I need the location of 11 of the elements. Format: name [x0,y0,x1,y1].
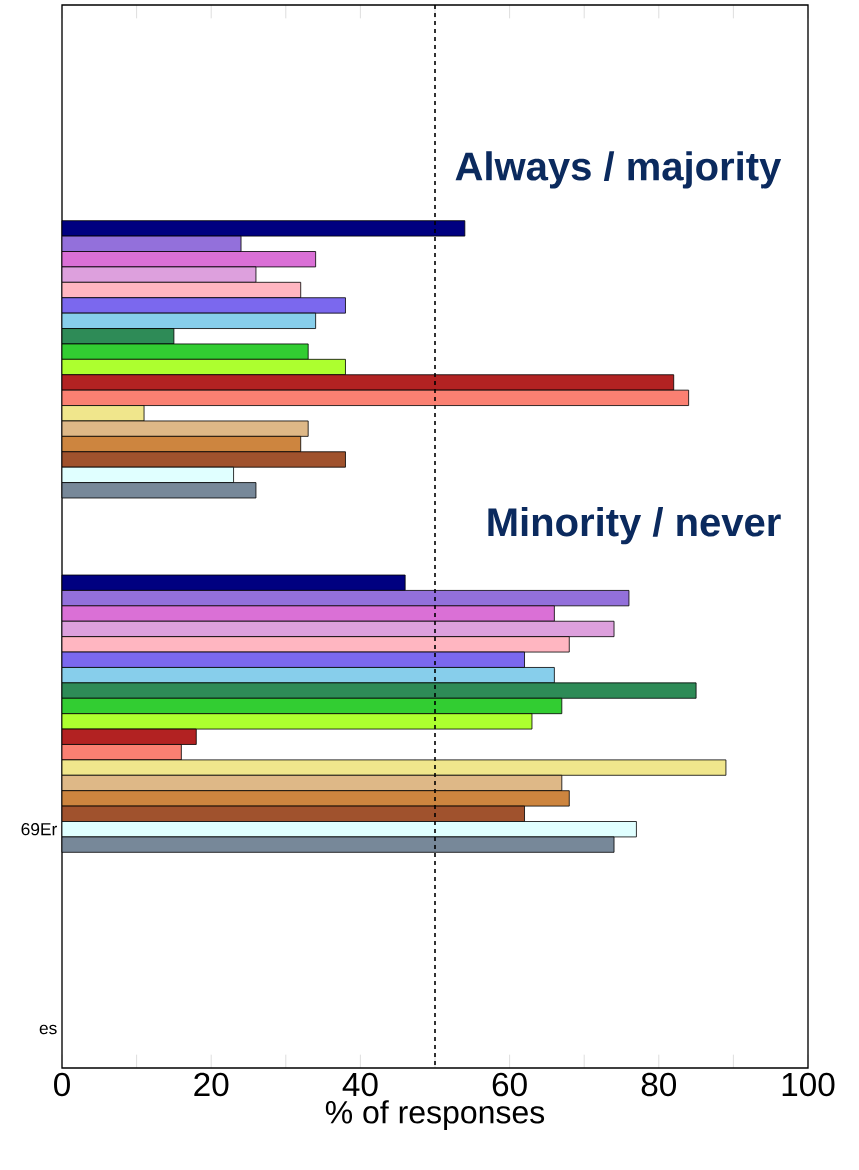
x-tick-label: 60 [492,1072,527,1097]
y-tick-label: es [39,1024,57,1035]
x-tick-label: 100 [782,1072,835,1097]
annotation: Minority / never [488,507,781,545]
x-axis-title: % of responses [325,1100,545,1130]
y-tick-label: 69Er [21,823,57,836]
x-tick-label: 20 [194,1072,229,1097]
x-tick-label: 80 [641,1072,677,1097]
annotation: Always / majority [455,151,782,189]
x-tick-label: 0 [54,1072,70,1097]
x-tick-label: 40 [342,1072,378,1097]
